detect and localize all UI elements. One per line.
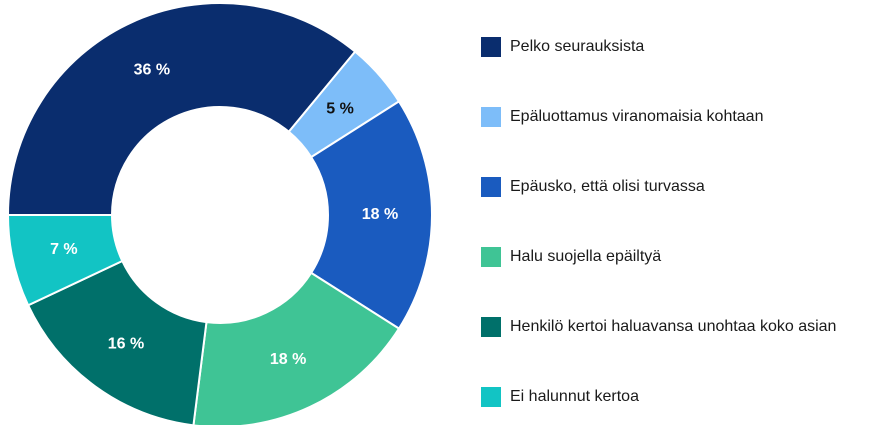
legend-label: Henkilö kertoi haluavansa unohtaa koko a…: [510, 318, 836, 335]
value-label: 7 %: [50, 241, 78, 258]
value-label: 18 %: [270, 351, 306, 368]
slice: [309, 100, 433, 330]
legend-label: Ei halunnut kertoa: [510, 388, 639, 405]
legend-label: Epäusko, että olisi turvassa: [510, 178, 705, 195]
legend-swatch: [481, 177, 501, 197]
value-label: 16 %: [108, 336, 144, 353]
value-label: 5 %: [326, 100, 354, 117]
legend-swatch: [481, 387, 501, 407]
slice: [6, 2, 357, 216]
legend-swatch: [481, 37, 501, 57]
legend-swatch: [481, 107, 501, 127]
legend-swatch: [481, 247, 501, 267]
legend-label: Epäluottamus viranomaisia kohtaan: [510, 108, 763, 125]
legend-swatch: [481, 317, 501, 337]
slice: [192, 271, 401, 425]
legend-label: Pelko seurauksista: [510, 38, 644, 55]
slice: [6, 214, 124, 307]
legend-label: Halu suojella epäiltyä: [510, 248, 661, 265]
slice: [26, 259, 208, 425]
value-label: 36 %: [134, 61, 170, 78]
value-label: 18 %: [362, 206, 398, 223]
